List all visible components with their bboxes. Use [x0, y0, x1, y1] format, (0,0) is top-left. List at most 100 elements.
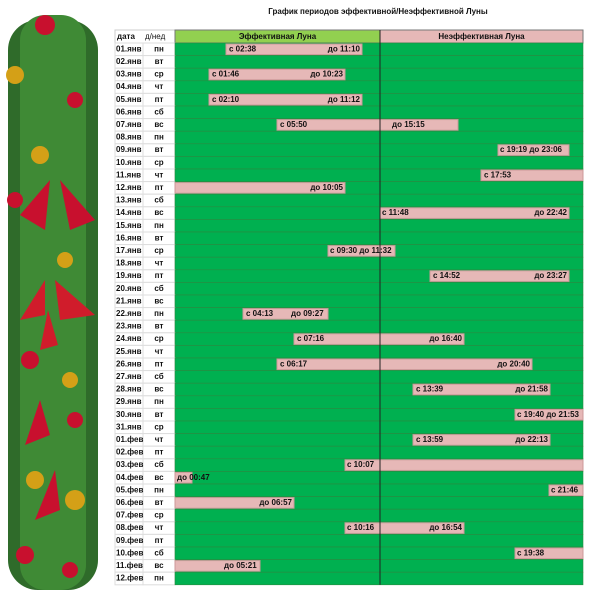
weekday: пн: [154, 397, 164, 406]
time-label: с 17:53: [484, 170, 512, 179]
time-label: с 13:59: [416, 435, 444, 444]
title: График периодов эффективной/Неэффективно…: [268, 7, 488, 16]
time-label: до 10:05: [310, 183, 343, 192]
weekday: сб: [154, 460, 163, 469]
time-label: до 05:21: [224, 561, 257, 570]
weekday: сб: [154, 372, 163, 381]
date: 12.янв: [116, 183, 142, 192]
date: 13.янв: [116, 196, 142, 205]
weekday: сб: [154, 284, 163, 293]
weekday: вт: [155, 410, 164, 419]
date: 07.янв: [116, 120, 142, 129]
date: 31.янв: [116, 422, 142, 431]
time-label: с 10:16: [347, 523, 375, 532]
time-label: до 15:15: [392, 120, 425, 129]
date: 06.янв: [116, 107, 142, 116]
date: 20.янв: [116, 284, 142, 293]
moon-period: [429, 270, 570, 282]
weekday: пн: [154, 221, 164, 230]
timeline-cell: [174, 55, 584, 69]
date: 08.янв: [116, 133, 142, 142]
time-label: до 09:27: [291, 309, 324, 318]
date: 23.янв: [116, 322, 142, 331]
date: 08.фев: [116, 523, 143, 532]
moon-period: [276, 358, 533, 371]
timeline-cell: [174, 445, 584, 460]
moon-period: [208, 68, 346, 81]
timeline-cell: [174, 395, 584, 409]
time-label: с 11:48: [382, 208, 409, 217]
timeline-cell: [174, 80, 584, 94]
weekday: вс: [154, 296, 164, 305]
weekday: чт: [155, 523, 164, 532]
date: 28.янв: [116, 385, 142, 394]
moon-period: [514, 547, 584, 560]
weekday: вс: [154, 208, 164, 217]
timeline-cell: [174, 571, 584, 586]
weekday: чт: [155, 435, 164, 444]
timeline-cell: [174, 282, 584, 296]
weekday: пн: [154, 44, 164, 53]
date: 22.янв: [116, 309, 142, 318]
time-label: с 21:46: [551, 485, 579, 494]
date: 03.фев: [116, 460, 143, 469]
weekday: вт: [155, 145, 164, 154]
time-label: до 10:23: [310, 70, 343, 79]
moon-period: [412, 434, 551, 446]
date: 25.янв: [116, 347, 142, 356]
timeline-cell: [174, 105, 584, 119]
time-label: с 19:38: [517, 548, 545, 557]
time-label: с 02:10: [212, 95, 240, 104]
time-label: с 02:38: [229, 44, 257, 53]
timeline-cell: [174, 345, 584, 359]
timeline-cell: [174, 471, 584, 485]
date: 24.янв: [116, 334, 142, 343]
date: 10.янв: [116, 158, 142, 167]
time-label: с 01:46: [212, 70, 240, 79]
time-label: до 21:58: [515, 385, 548, 394]
time-label: с 09:30 до 11:32: [330, 246, 392, 255]
date: 14.янв: [116, 208, 142, 217]
timeline-cell: [174, 219, 584, 233]
weekday: вс: [154, 385, 164, 394]
time-label: до 20:40: [497, 359, 530, 368]
weekday: чт: [155, 347, 164, 356]
date: 04.фев: [116, 473, 143, 482]
date: 10.фев: [116, 548, 143, 557]
time-label: с 10:07: [347, 460, 375, 469]
weekday: пт: [155, 448, 164, 457]
date: 11.янв: [116, 170, 141, 179]
time-label: с 13:39: [416, 385, 444, 394]
date: 18.янв: [116, 259, 142, 268]
weekday: пт: [155, 95, 164, 104]
weekday: сб: [154, 548, 163, 557]
weekday: вт: [155, 233, 164, 242]
weekday: сб: [154, 107, 163, 116]
date: 06.фев: [116, 498, 143, 507]
moon-period: [293, 333, 465, 345]
time-label: до 22:42: [534, 208, 567, 217]
date: 02.фев: [116, 448, 143, 457]
date: 11.фев: [116, 561, 143, 570]
date: 07.фев: [116, 511, 143, 520]
time-label: до 16:54: [429, 523, 462, 532]
weekday: вс: [154, 561, 164, 570]
moon-period: [344, 459, 584, 471]
weekday: ср: [154, 70, 163, 79]
time-label: до 11:10: [328, 44, 361, 53]
weekday: пн: [154, 574, 164, 583]
timeline-cell: [174, 508, 584, 523]
moon-period: [344, 522, 465, 534]
timeline-cell: [174, 319, 584, 334]
date: 09.фев: [116, 536, 143, 545]
weekday: вс: [154, 473, 164, 482]
moon-period: [276, 119, 459, 131]
time-label: с 19:40 до 21:53: [517, 410, 580, 419]
timeline-cell: [174, 307, 584, 321]
time-label: до 06:57: [259, 498, 292, 507]
date: 26.янв: [116, 359, 142, 368]
weekday: ср: [154, 334, 163, 343]
moon-period: [174, 471, 193, 484]
time-label: с 04:13: [246, 309, 274, 318]
garland: [6, 15, 98, 590]
